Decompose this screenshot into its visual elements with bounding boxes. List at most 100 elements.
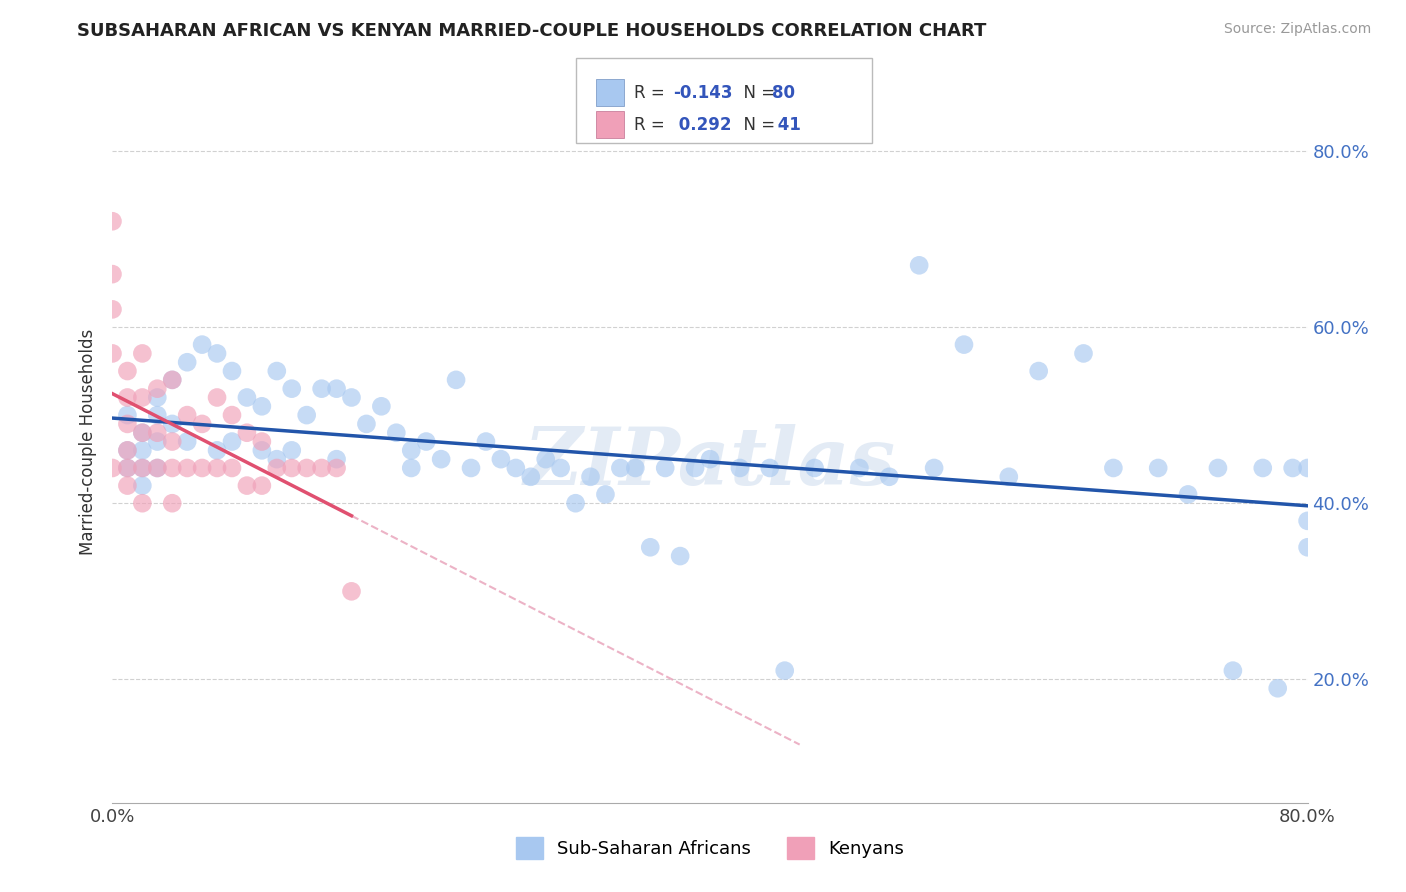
Point [430,452,453,467]
Point [250,399,273,413]
Point [131,443,153,458]
Point [162,373,183,387]
Point [460,461,482,475]
Point [236,391,259,405]
Point [1296,461,1319,475]
Point [1296,514,1319,528]
Point [250,443,273,458]
Point [191,461,214,475]
Point [281,461,304,475]
Point [146,461,169,475]
Point [162,434,183,449]
Point [205,443,228,458]
Point [221,461,243,475]
Point [236,425,259,440]
Point [922,461,945,475]
Point [340,391,363,405]
Point [640,541,662,555]
Point [176,461,198,475]
Point [250,434,273,449]
Point [176,434,198,449]
Text: 0.292: 0.292 [673,116,733,134]
Point [953,337,976,351]
Point [669,549,692,563]
Point [773,664,796,678]
Text: SUBSAHARAN AFRICAN VS KENYAN MARRIED-COUPLE HOUSEHOLDS CORRELATION CHART: SUBSAHARAN AFRICAN VS KENYAN MARRIED-COU… [77,22,987,40]
Point [191,417,214,431]
Point [131,425,153,440]
Point [117,443,139,458]
Point [325,382,347,396]
Point [146,461,169,475]
Point [1296,541,1319,555]
Point [624,461,647,475]
Point [1177,487,1199,501]
Point [609,461,631,475]
Point [131,425,153,440]
Point [191,337,214,351]
Point [281,443,304,458]
Point [266,461,288,475]
Point [1267,681,1289,696]
Point [595,487,617,501]
Point [281,382,304,396]
Point [728,461,751,475]
Point [162,417,183,431]
Point [162,496,183,510]
Point [654,461,676,475]
Point [325,461,347,475]
Point [998,470,1021,484]
Text: 41: 41 [772,116,801,134]
Point [325,452,347,467]
Point [146,408,169,422]
Point [117,417,139,431]
Point [101,302,124,317]
Point [236,478,259,492]
Point [176,408,198,422]
Point [205,391,228,405]
Point [505,461,527,475]
Point [879,470,901,484]
Point [146,391,169,405]
Point [1206,461,1229,475]
Point [370,399,392,413]
Point [699,452,721,467]
Point [340,584,363,599]
Y-axis label: Married-couple Households: Married-couple Households [79,328,97,555]
Point [475,434,498,449]
Point [131,461,153,475]
Point [520,470,543,484]
Point [1073,346,1095,360]
Point [266,364,288,378]
Point [162,373,183,387]
Text: Source: ZipAtlas.com: Source: ZipAtlas.com [1223,22,1371,37]
Point [564,496,586,510]
Point [415,434,437,449]
Point [534,452,557,467]
Text: N =: N = [733,84,780,102]
Point [1102,461,1125,475]
Point [1281,461,1303,475]
Point [101,346,124,360]
Point [550,461,572,475]
Point [908,258,931,272]
Point [848,461,870,475]
Point [117,443,139,458]
Point [101,267,124,281]
Point [101,214,124,228]
Point [221,364,243,378]
Point [146,425,169,440]
Point [401,443,423,458]
Text: R =: R = [634,84,671,102]
Point [489,452,512,467]
Point [205,461,228,475]
Point [131,391,153,405]
Text: ZIPatlas: ZIPatlas [524,425,896,502]
Point [117,391,139,405]
Point [221,408,243,422]
Text: 80: 80 [772,84,794,102]
Point [131,461,153,475]
Point [1251,461,1274,475]
Text: N =: N = [733,116,780,134]
Point [759,461,782,475]
